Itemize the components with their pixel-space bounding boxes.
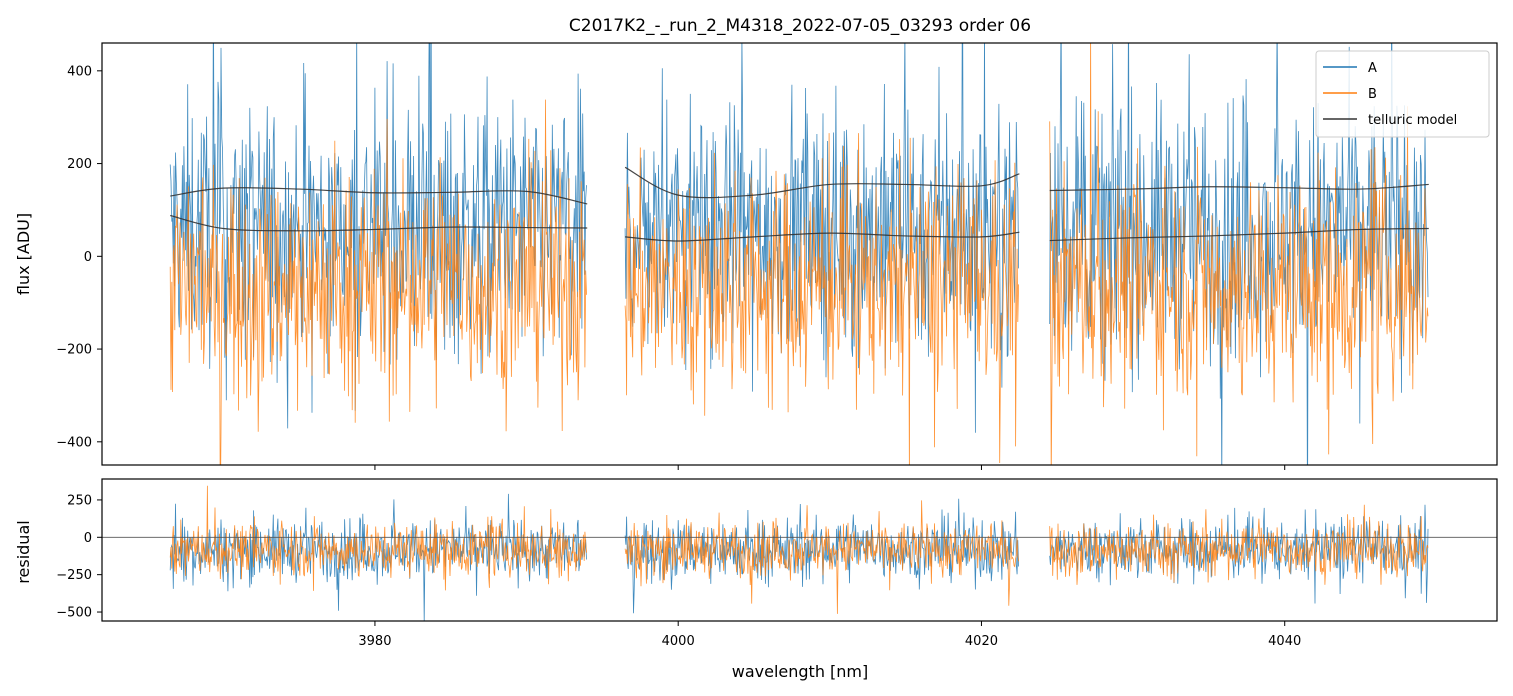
residual-y-tick-label: −500 (56, 606, 92, 621)
residual-axes-frame (101, 478, 1498, 622)
x-axis-label: wavelength [nm] (732, 662, 869, 681)
legend-label-a: A (1368, 61, 1377, 76)
x-tick-label: 3980 (358, 634, 391, 649)
flux-y-tick-label: −200 (56, 343, 92, 358)
flux-y-axis-label: flux [ADU] (14, 213, 33, 295)
flux-axes-frame (101, 42, 1498, 466)
legend-box (1315, 50, 1490, 138)
residual-y-axis-label: residual (14, 520, 33, 583)
flux-y-tick-label: −400 (56, 435, 92, 450)
residual-y-ticks: −500 −250 0 250 (56, 493, 102, 621)
flux-plot-area (169, 43, 1429, 465)
legend-label-b: B (1368, 87, 1377, 102)
legend-label-telluric: telluric model (1368, 113, 1457, 128)
telluric-model-curve-6 (1049, 227, 1429, 242)
legend: A B telluric model (1315, 50, 1490, 138)
x-tick-label: 4000 (662, 634, 695, 649)
telluric-model-curve-1 (170, 187, 588, 205)
residual-x-ticks: 3980 4000 4020 4040 (358, 621, 1301, 649)
x-tick-label: 4040 (1268, 634, 1301, 649)
telluric-model-curve-3 (1049, 183, 1429, 192)
flux-y-ticks: −400 −200 0 200 400 (56, 64, 102, 450)
residual-y-tick-label: 0 (84, 531, 92, 546)
residual-y-tick-label: 250 (67, 493, 92, 508)
residual-y-tick-label: −250 (56, 568, 92, 583)
flux-x-ticks (374, 465, 1286, 470)
telluric-model-curve-5 (625, 231, 1020, 242)
telluric-model-curve-4 (170, 214, 588, 232)
chart-title: C2017K2_-_run_2_M4318_2022-07-05_03293 o… (569, 16, 1031, 36)
telluric-model-curve-2 (624, 166, 1020, 199)
x-tick-label: 4020 (965, 634, 998, 649)
flux-y-tick-label: 400 (67, 64, 92, 79)
flux-y-tick-label: 200 (67, 157, 92, 172)
residual-plot-area (102, 485, 1497, 621)
flux-y-tick-label: 0 (84, 250, 92, 265)
residual-series-b (169, 485, 1429, 614)
flux-series-b (169, 43, 1429, 465)
